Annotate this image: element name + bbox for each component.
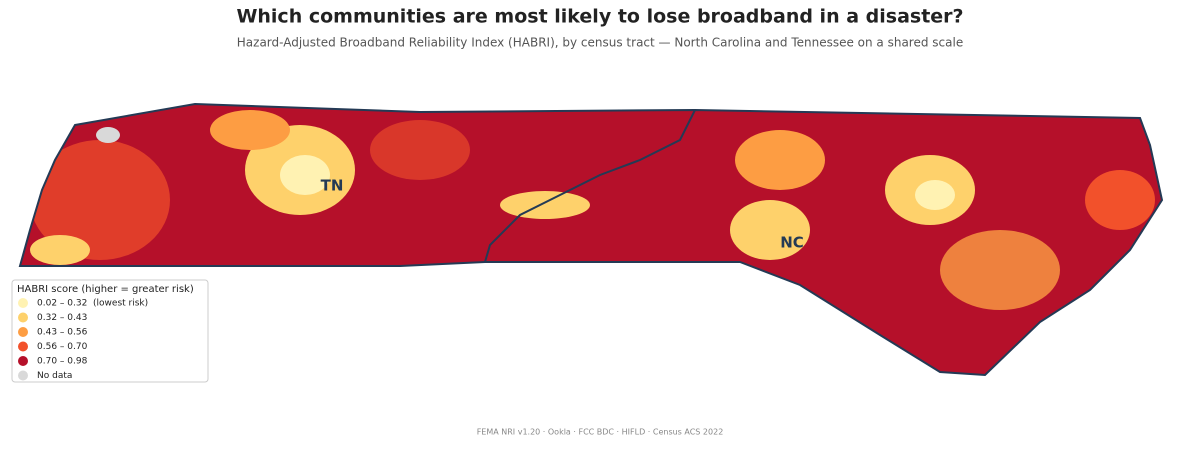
legend-label: 0.32 – 0.43 — [37, 313, 87, 323]
legend-swatch — [18, 327, 28, 337]
state-label: TN — [321, 177, 344, 195]
legend-swatch — [18, 356, 28, 366]
legend-label: 0.56 – 0.70 — [37, 342, 88, 352]
legend-label: 0.70 – 0.98 — [37, 357, 88, 367]
state-border — [484, 109, 696, 263]
legend-swatch — [18, 370, 28, 381]
state-outline — [18, 102, 1164, 377]
source: FEMA NRI v1.20 · Ookla · FCC BDC · HIFLD… — [477, 428, 724, 437]
title: Which communities are most likely to los… — [236, 6, 963, 28]
subtitle: Hazard-Adjusted Broadband Reliability In… — [237, 36, 963, 50]
legend-label: 0.43 – 0.56 — [37, 328, 88, 338]
legend-title: HABRI score (higher = greater risk) — [17, 284, 194, 295]
legend-label: 0.02 – 0.32 (lowest risk) — [37, 299, 148, 309]
legend-label: No data — [37, 371, 72, 381]
legend-box — [11, 279, 209, 383]
legend: HABRI score (higher = greater risk) 0.02… — [11, 279, 209, 383]
legend-swatch — [18, 312, 28, 323]
legend-swatch — [18, 341, 28, 352]
state-label: NC — [780, 234, 804, 252]
legend-swatch — [18, 298, 28, 308]
